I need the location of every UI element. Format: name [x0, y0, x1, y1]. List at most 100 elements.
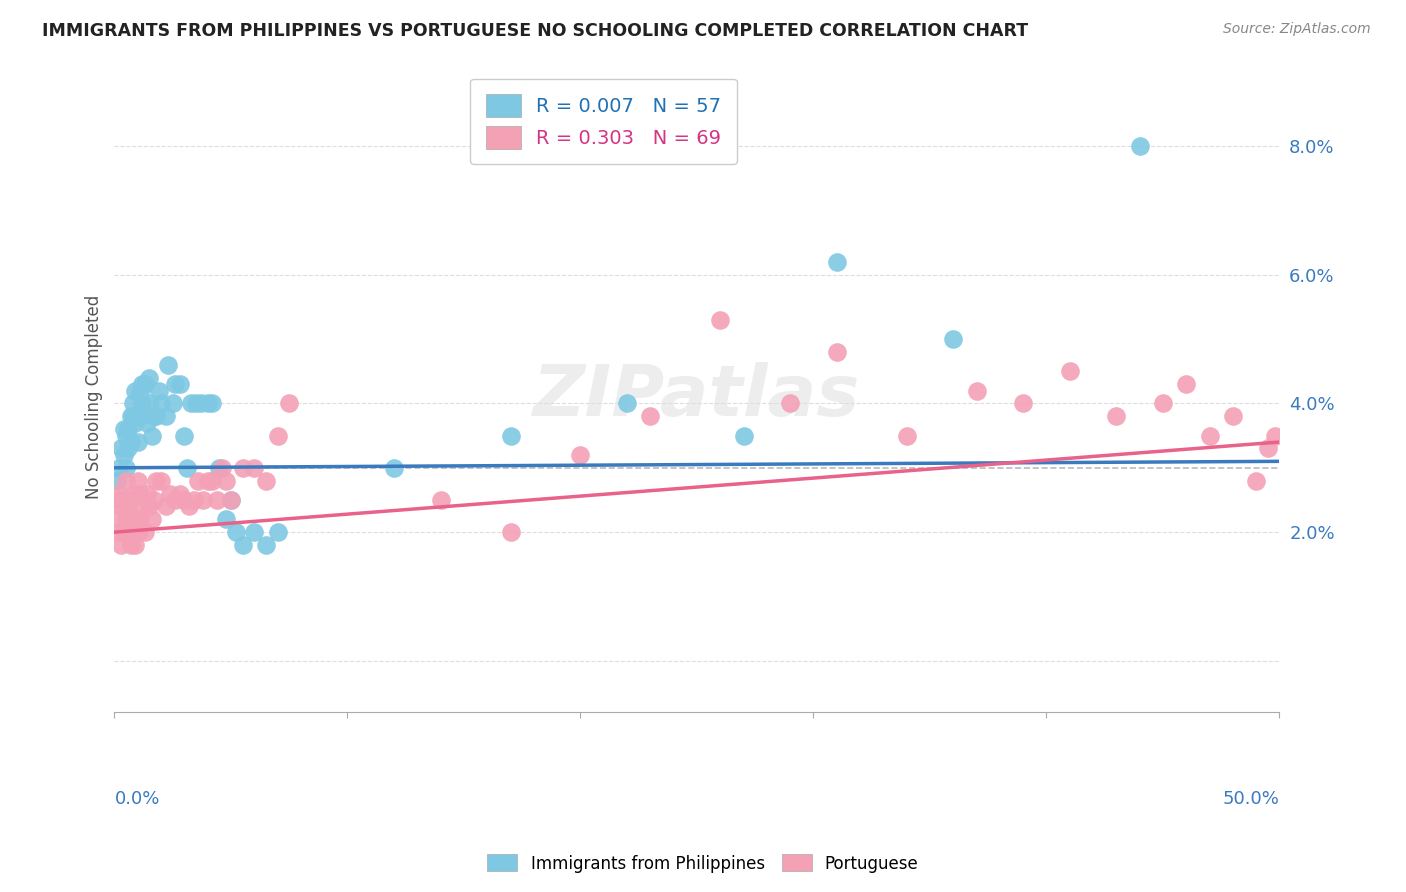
Point — [1152, 396, 1174, 410]
Point — [180, 396, 202, 410]
Point — [155, 500, 177, 514]
Point — [143, 409, 166, 424]
Point — [1244, 474, 1267, 488]
Point — [159, 486, 181, 500]
Point — [1175, 377, 1198, 392]
Point — [108, 493, 131, 508]
Legend: Immigrants from Philippines, Portuguese: Immigrants from Philippines, Portuguese — [481, 847, 925, 880]
Point — [176, 460, 198, 475]
Point — [129, 384, 152, 398]
Point — [569, 448, 592, 462]
Point — [117, 500, 139, 514]
Point — [1264, 428, 1286, 442]
Point — [201, 474, 224, 488]
Point — [825, 254, 848, 268]
Point — [127, 435, 149, 450]
Text: ZIPatlas: ZIPatlas — [533, 362, 860, 432]
Point — [115, 428, 138, 442]
Point — [215, 474, 238, 488]
Point — [219, 493, 242, 508]
Point — [110, 538, 132, 552]
Point — [138, 500, 160, 514]
Point — [136, 486, 159, 500]
Point — [115, 512, 138, 526]
Point — [131, 396, 153, 410]
Point — [201, 396, 224, 410]
Point — [225, 525, 247, 540]
Point — [105, 512, 128, 526]
Point — [382, 460, 405, 475]
Point — [124, 512, 146, 526]
Point — [173, 493, 195, 508]
Point — [143, 493, 166, 508]
Text: 0.0%: 0.0% — [114, 789, 160, 808]
Point — [184, 396, 207, 410]
Point — [1105, 409, 1128, 424]
Point — [1129, 139, 1152, 153]
Point — [215, 512, 238, 526]
Point — [108, 460, 131, 475]
Point — [1222, 409, 1244, 424]
Point — [177, 500, 200, 514]
Point — [122, 409, 145, 424]
Point — [640, 409, 662, 424]
Point — [124, 538, 146, 552]
Point — [138, 370, 160, 384]
Point — [122, 512, 145, 526]
Point — [117, 525, 139, 540]
Point — [779, 396, 801, 410]
Point — [124, 384, 146, 398]
Point — [733, 428, 755, 442]
Text: IMMIGRANTS FROM PHILIPPINES VS PORTUGUESE NO SCHOOLING COMPLETED CORRELATION CHA: IMMIGRANTS FROM PHILIPPINES VS PORTUGUES… — [42, 22, 1028, 40]
Point — [150, 474, 173, 488]
Point — [145, 474, 167, 488]
Point — [148, 384, 170, 398]
Point — [112, 422, 135, 436]
Point — [115, 460, 138, 475]
Point — [117, 442, 139, 456]
Point — [134, 525, 156, 540]
Point — [163, 493, 186, 508]
Point — [129, 409, 152, 424]
Point — [105, 486, 128, 500]
Point — [131, 500, 153, 514]
Point — [129, 486, 152, 500]
Point — [173, 428, 195, 442]
Point — [131, 377, 153, 392]
Point — [169, 377, 191, 392]
Point — [1012, 396, 1035, 410]
Y-axis label: No Schooling Completed: No Schooling Completed — [86, 295, 103, 500]
Point — [138, 396, 160, 410]
Point — [155, 409, 177, 424]
Point — [112, 493, 135, 508]
Point — [1257, 442, 1279, 456]
Point — [616, 396, 638, 410]
Point — [254, 474, 277, 488]
Point — [709, 312, 731, 326]
Point — [825, 344, 848, 359]
Point — [191, 493, 214, 508]
Point — [162, 396, 184, 410]
Point — [150, 396, 173, 410]
Point — [942, 332, 965, 346]
Point — [129, 512, 152, 526]
Point — [205, 493, 228, 508]
Point — [896, 428, 918, 442]
Point — [110, 442, 132, 456]
Point — [429, 493, 451, 508]
Point — [169, 486, 191, 500]
Point — [122, 486, 145, 500]
Point — [127, 409, 149, 424]
Point — [112, 525, 135, 540]
Point — [266, 525, 288, 540]
Point — [219, 493, 242, 508]
Point — [266, 428, 288, 442]
Point — [134, 377, 156, 392]
Point — [120, 538, 142, 552]
Point — [499, 428, 522, 442]
Point — [105, 474, 128, 488]
Point — [197, 474, 219, 488]
Point — [145, 409, 167, 424]
Point — [127, 474, 149, 488]
Point — [124, 416, 146, 430]
